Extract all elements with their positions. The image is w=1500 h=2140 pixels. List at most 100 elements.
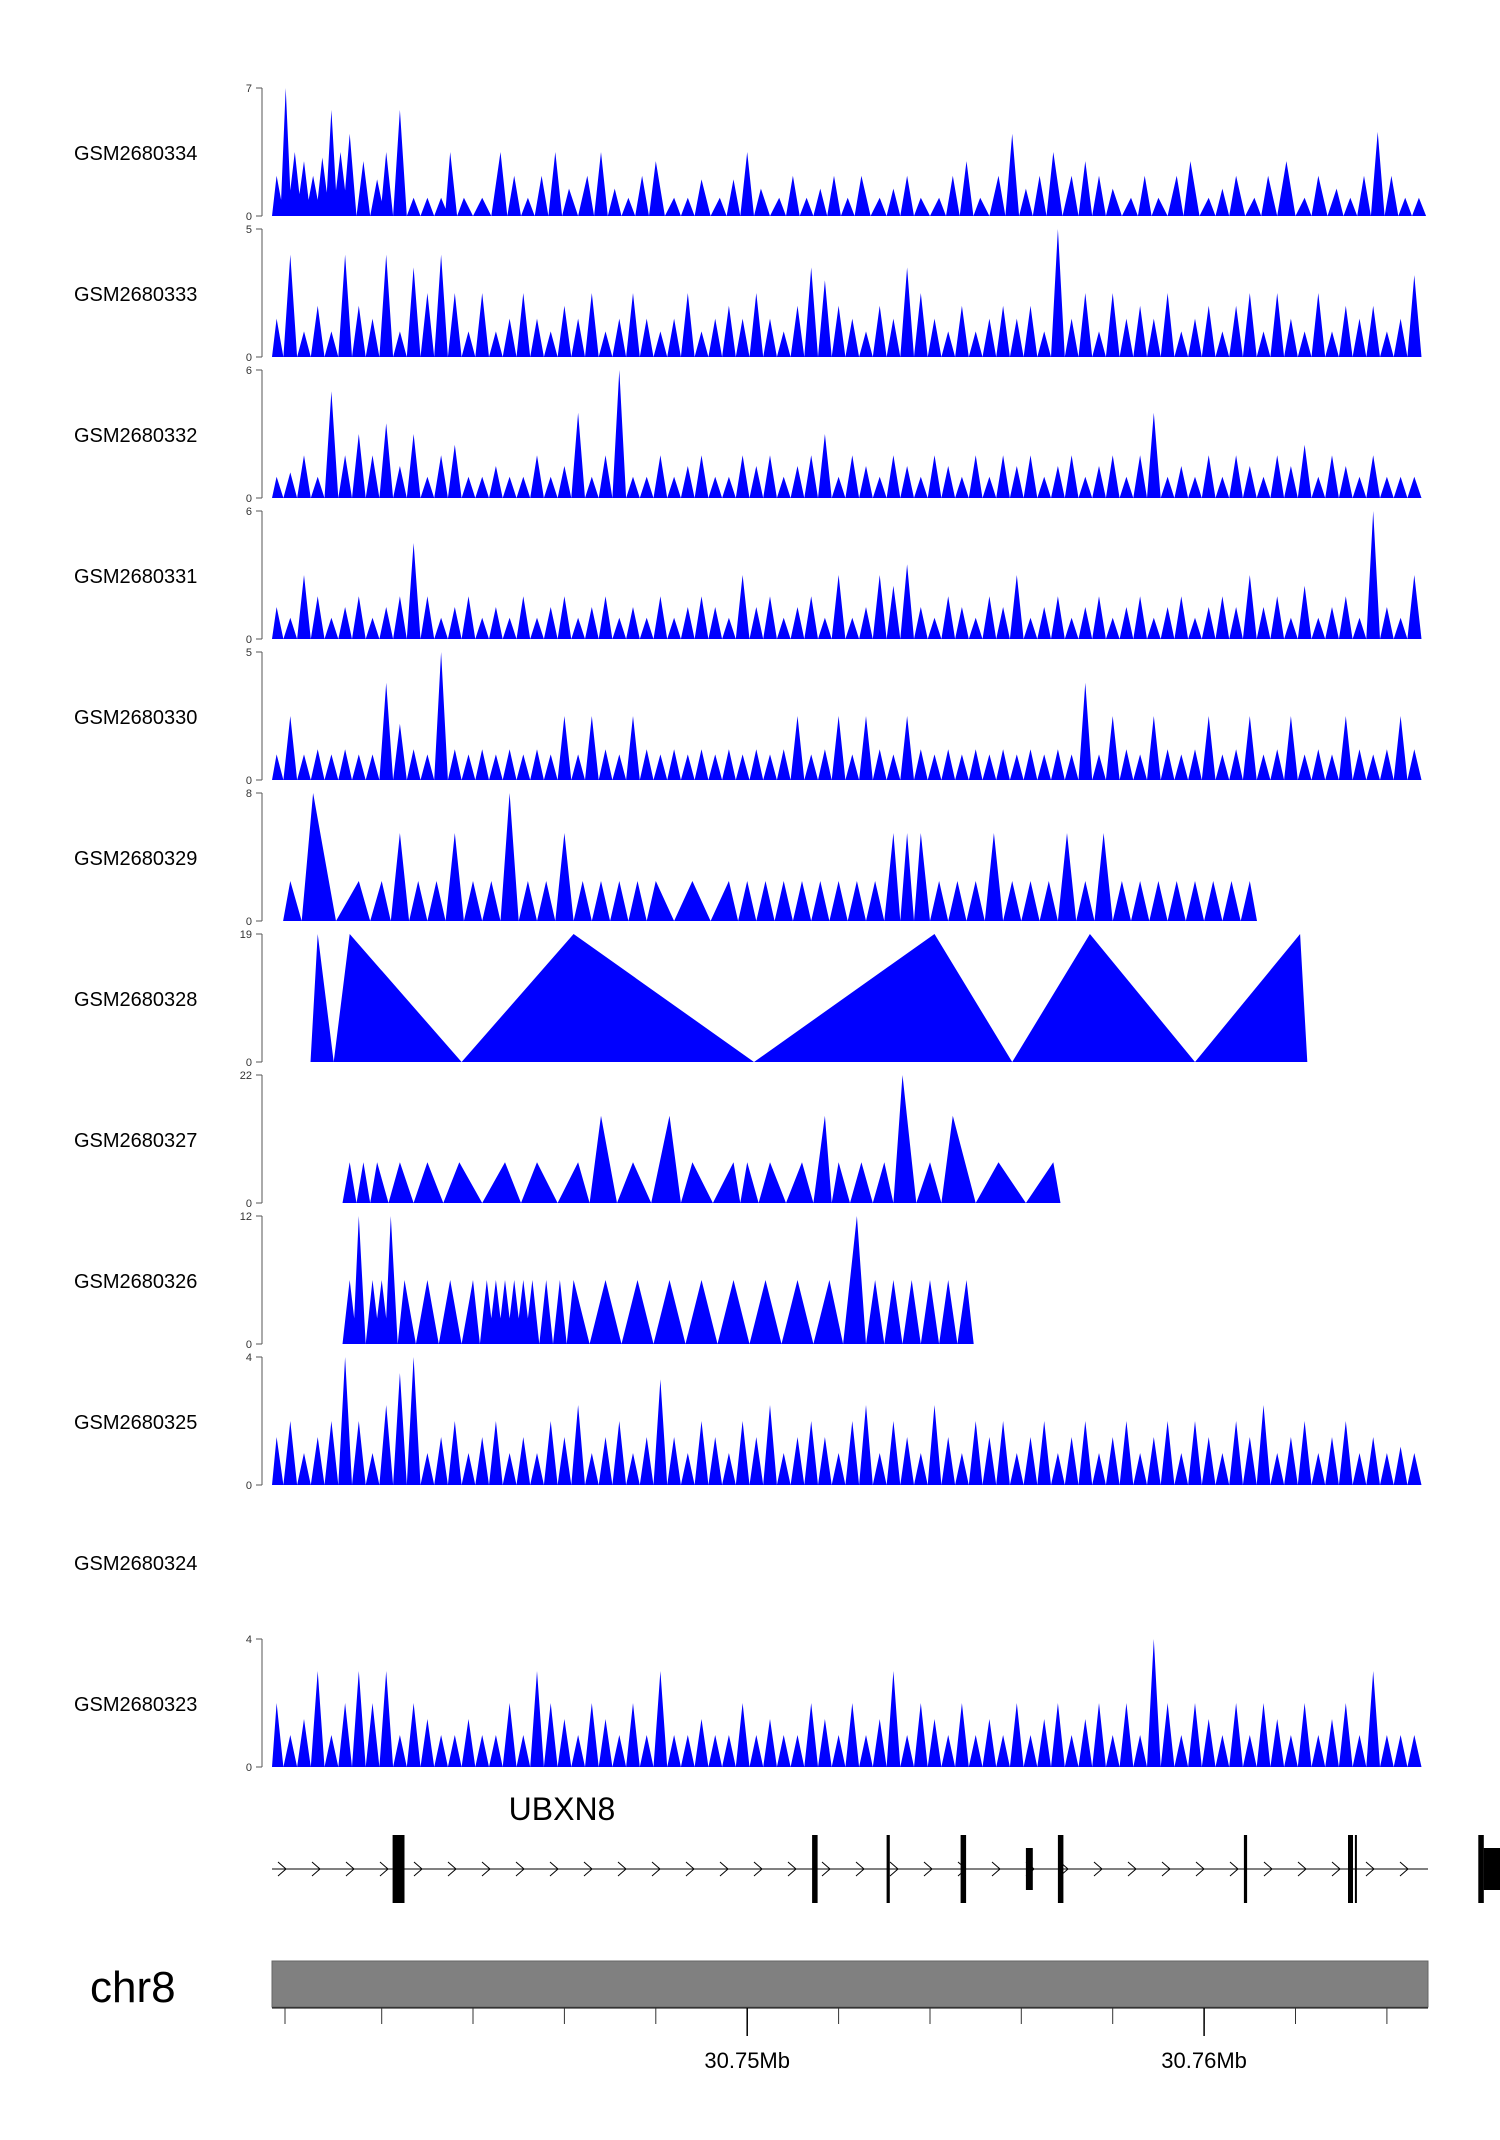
strand-arrow bbox=[651, 1861, 661, 1877]
y-max-label: 8 bbox=[246, 788, 252, 800]
gene-label: UBXN8 bbox=[509, 1791, 616, 1827]
track-GSM2680326: GSM2680326 12 0 bbox=[74, 1211, 974, 1351]
y-min-label: 0 bbox=[246, 1339, 252, 1351]
coverage-area bbox=[272, 370, 1422, 498]
exon bbox=[1243, 1835, 1248, 1903]
track-GSM2680328: GSM2680328 19 0 bbox=[74, 929, 1308, 1069]
strand-arrow bbox=[1127, 1861, 1137, 1877]
strand-arrow bbox=[549, 1861, 559, 1877]
y-min-label: 0 bbox=[246, 352, 252, 364]
track-GSM2680325: GSM2680325 4 0 bbox=[74, 1352, 1422, 1492]
track-label: GSM2680327 bbox=[74, 1130, 197, 1152]
strand-arrow bbox=[1229, 1861, 1239, 1877]
track-GSM2680333: GSM2680333 5 0 bbox=[74, 224, 1422, 364]
exon bbox=[1057, 1835, 1064, 1903]
track-label: GSM2680326 bbox=[74, 1271, 197, 1293]
exon bbox=[1025, 1848, 1033, 1890]
gene-track: UBXN8 bbox=[272, 1791, 1500, 1903]
strand-arrow bbox=[787, 1861, 797, 1877]
strand-arrow bbox=[1365, 1861, 1375, 1877]
strand-arrow bbox=[447, 1861, 457, 1877]
strand-arrow bbox=[719, 1861, 729, 1877]
axis-tick-label: 30.76Mb bbox=[1161, 2048, 1247, 2073]
y-min-label: 0 bbox=[246, 775, 252, 787]
coverage-area bbox=[272, 88, 1427, 216]
coverage-area bbox=[272, 1357, 1422, 1485]
coverage-area bbox=[342, 1075, 1061, 1203]
strand-arrow bbox=[855, 1861, 865, 1877]
coverage-area bbox=[272, 511, 1422, 639]
coverage-area bbox=[272, 1639, 1422, 1767]
coverage-area bbox=[272, 652, 1422, 780]
strand-arrow bbox=[1399, 1861, 1409, 1877]
track-GSM2680324: GSM2680324 bbox=[74, 1553, 197, 1575]
y-min-label: 0 bbox=[246, 1480, 252, 1492]
track-label: GSM2680333 bbox=[74, 284, 197, 306]
y-min-label: 0 bbox=[246, 1762, 252, 1774]
y-min-label: 0 bbox=[246, 1057, 252, 1069]
strand-arrow bbox=[685, 1861, 695, 1877]
gene-exons bbox=[392, 1835, 1500, 1903]
y-max-label: 6 bbox=[246, 506, 252, 518]
coverage-area bbox=[310, 934, 1308, 1062]
y-min-label: 0 bbox=[246, 1198, 252, 1210]
strand-arrow bbox=[277, 1861, 287, 1877]
track-GSM2680323: GSM2680323 4 0 bbox=[74, 1634, 1422, 1774]
exon bbox=[812, 1835, 818, 1903]
y-max-label: 19 bbox=[240, 929, 252, 941]
y-max-label: 5 bbox=[246, 224, 252, 236]
strand-arrow bbox=[515, 1861, 525, 1877]
exon bbox=[392, 1835, 405, 1903]
strand-arrow bbox=[991, 1861, 1001, 1877]
chromosome-label: chr8 bbox=[90, 1963, 176, 2012]
track-label: GSM2680331 bbox=[74, 566, 197, 588]
track-GSM2680334: GSM2680334 7 0 bbox=[74, 83, 1427, 223]
strand-arrow bbox=[617, 1861, 627, 1877]
track-GSM2680332: GSM2680332 6 0 bbox=[74, 365, 1422, 505]
y-min-label: 0 bbox=[246, 916, 252, 928]
exon bbox=[1348, 1835, 1353, 1903]
strand-arrow bbox=[1195, 1861, 1205, 1877]
strand-arrow bbox=[583, 1861, 593, 1877]
exon bbox=[1354, 1835, 1357, 1903]
strand-arrow bbox=[821, 1861, 831, 1877]
strand-arrow bbox=[413, 1861, 423, 1877]
strand-arrow bbox=[481, 1861, 491, 1877]
strand-arrow bbox=[923, 1861, 933, 1877]
y-max-label: 12 bbox=[240, 1211, 252, 1223]
track-label: GSM2680332 bbox=[74, 425, 197, 447]
coverage-area bbox=[272, 229, 1422, 357]
strand-arrow bbox=[311, 1861, 321, 1877]
track-label: GSM2680325 bbox=[74, 1412, 197, 1434]
strand-arrow bbox=[1093, 1861, 1103, 1877]
exon bbox=[886, 1835, 890, 1903]
axis-tick-label: 30.75Mb bbox=[704, 2048, 790, 2073]
chromosome-ideogram: chr8 30.75Mb 30.76Mb bbox=[90, 1960, 1429, 2073]
strand-arrow bbox=[1263, 1861, 1273, 1877]
y-max-label: 4 bbox=[246, 1352, 252, 1364]
strand-arrow bbox=[379, 1861, 389, 1877]
track-label: GSM2680323 bbox=[74, 1694, 197, 1716]
track-label: GSM2680329 bbox=[74, 848, 197, 870]
track-GSM2680329: GSM2680329 8 0 bbox=[74, 788, 1258, 928]
exon bbox=[1483, 1848, 1500, 1890]
track-GSM2680330: GSM2680330 5 0 bbox=[74, 647, 1422, 787]
y-max-label: 22 bbox=[240, 1070, 252, 1082]
strand-arrow bbox=[1161, 1861, 1171, 1877]
y-max-label: 4 bbox=[246, 1634, 252, 1646]
track-label: GSM2680328 bbox=[74, 989, 197, 1011]
coverage-tracks: GSM268033470GSM268033350GSM268033260GSM2… bbox=[74, 83, 1427, 1774]
strand-arrow bbox=[889, 1861, 899, 1877]
exon bbox=[1478, 1835, 1484, 1903]
strand-arrow bbox=[1331, 1861, 1341, 1877]
track-GSM2680331: GSM2680331 6 0 bbox=[74, 506, 1422, 646]
y-max-label: 6 bbox=[246, 365, 252, 377]
y-min-label: 0 bbox=[246, 211, 252, 223]
y-max-label: 7 bbox=[246, 83, 252, 95]
strand-arrow bbox=[1297, 1861, 1307, 1877]
chromosome-bar bbox=[271, 1960, 1429, 2008]
strand-arrow bbox=[753, 1861, 763, 1877]
coverage-area bbox=[283, 793, 1258, 921]
coverage-area bbox=[342, 1216, 974, 1344]
